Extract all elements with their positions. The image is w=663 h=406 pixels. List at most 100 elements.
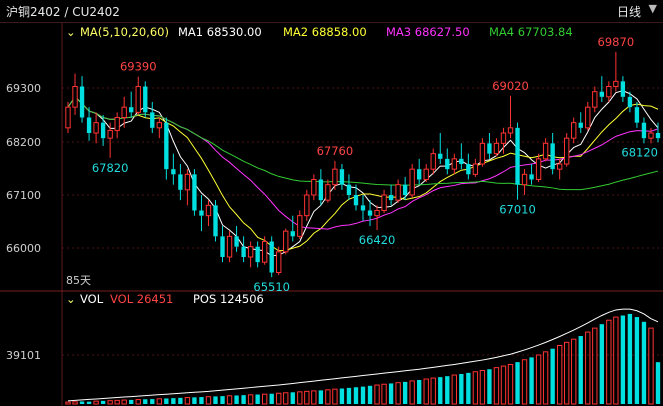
volume-bar [493,367,500,405]
candle-body [184,173,191,191]
volume-bar [255,394,260,404]
candle-body [178,174,183,190]
candle [585,102,591,131]
y-tick-label: 68200 [6,136,41,149]
volume-bar [107,400,113,405]
candle [121,96,127,128]
volume-bar [65,401,71,405]
candle-body [445,158,450,170]
y-tick-label: 66000 [6,242,41,255]
candle-body [417,169,422,180]
candle [606,81,612,102]
candle [346,174,352,201]
volume-bar [507,363,514,405]
volume-bar [487,369,492,404]
y-tick-label: 69300 [6,82,41,95]
volume-bar [613,316,619,405]
candle [226,231,233,263]
pos-legend: POS 124506 [193,292,264,306]
candle-body [247,246,254,258]
candle [72,73,78,115]
low-price-label: 67820 [92,161,129,175]
candle-body [479,142,486,165]
candle-body [164,122,169,170]
volume-bar [304,390,310,405]
candle [332,160,338,190]
candle [627,91,633,113]
candle [143,81,148,118]
volume-bar [129,399,134,404]
volume-bar [564,341,570,405]
candle-body [241,246,246,257]
y-tick-label: 67100 [6,189,41,202]
volume-bar [627,313,633,404]
candle [114,112,120,139]
candle-body [438,153,443,159]
candle [479,138,486,167]
candle-body [234,236,239,247]
candle [529,164,534,185]
candle-body [395,184,401,201]
ma4-legend: MA4 67703.84 [489,25,573,39]
volume-bar [199,397,204,404]
candle-body [290,231,295,237]
candle [417,158,422,185]
volume-bar [395,382,401,405]
volume-bar [72,401,78,405]
candle [472,158,479,177]
candle [339,164,345,190]
candle-body [213,205,218,237]
candle [507,95,514,139]
period-selector[interactable]: 日线 [616,5,641,19]
volume-bar [620,315,626,404]
low-price-label: 66420 [359,233,396,247]
volume-bar [178,397,183,404]
volume-bar [353,387,359,404]
volume-bar [409,380,415,405]
ma-legend-collapse-icon[interactable]: ⌄ [66,25,76,39]
volume-bar [213,396,218,404]
candle [213,200,218,242]
candle-body [199,210,204,216]
candle [241,236,246,263]
volume-bar [388,383,394,404]
candle-body [402,184,408,195]
candle-body [360,205,366,211]
candle-body [114,117,120,131]
volume-bar [542,351,549,405]
price-annotations: 69390 67820 67760 65510 66420 69020 67010 69870… [92,35,658,294]
volume-bar [311,390,317,405]
candle [318,169,324,206]
candle [184,169,191,206]
candle-body [107,129,113,139]
candle [430,148,436,175]
low-price-label: 68120 [621,145,658,159]
volume-bar [339,388,345,404]
ma2-line [67,96,659,252]
volume-bar [276,392,282,405]
volume-bar [550,348,555,404]
bar-count-label: 85天 [66,274,91,287]
ma-legend-title: MA(5,10,20,60) [80,25,169,39]
vol-legend-collapse-icon[interactable]: ⌄ [66,292,76,306]
candle [381,189,387,214]
candle [550,133,555,175]
volume-bar [325,389,331,405]
volume-bar [641,321,647,404]
candle-body [381,194,387,211]
volume-bar [417,379,422,404]
candle-body [150,112,155,128]
chevron-down-icon[interactable]: ▼ [648,2,657,15]
candle-body [93,122,99,134]
candle-body [606,86,612,98]
candle-body [374,210,380,217]
candle-body [648,132,654,139]
candle [451,153,457,175]
candle-body [592,91,598,108]
volume-bar [247,394,254,405]
candle [65,102,71,133]
candle [445,148,450,175]
candle [353,184,359,211]
volume-bar [205,396,212,405]
